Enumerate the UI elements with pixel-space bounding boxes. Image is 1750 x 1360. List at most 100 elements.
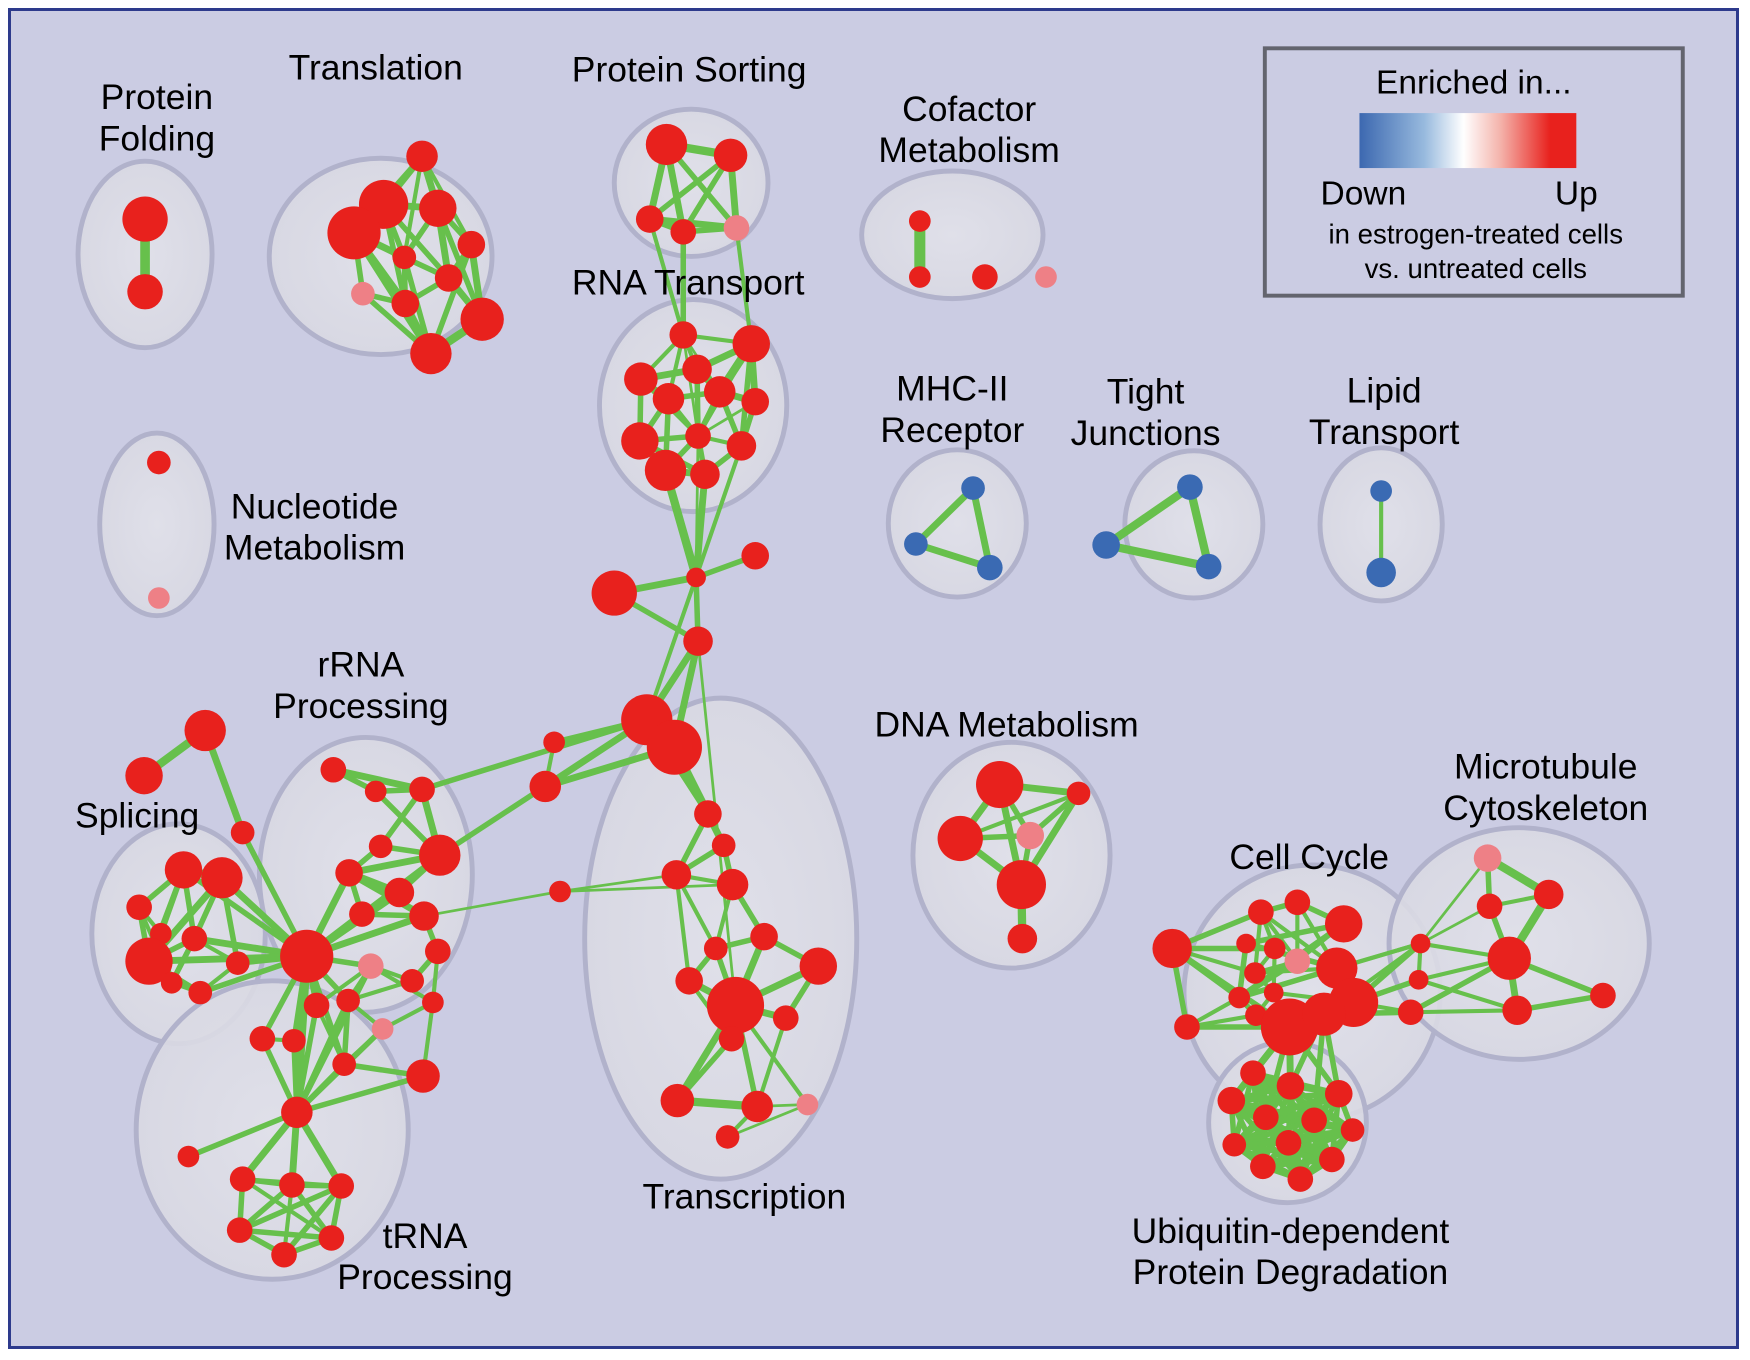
cluster-ellipse-cofactor-metabolism — [859, 168, 1046, 302]
network-node-red — [1174, 1014, 1200, 1040]
network-node-red — [125, 937, 173, 985]
cluster-label-cell-cycle: Cell Cycle — [1229, 837, 1389, 877]
network-node-red — [741, 387, 770, 416]
network-node-red — [741, 1090, 773, 1123]
cluster-label-tight-junctions: Tight — [1107, 372, 1185, 412]
network-edge — [294, 1073, 426, 1116]
network-node-red — [1590, 982, 1616, 1009]
network-node-red — [644, 449, 687, 492]
cluster-label-transcription: Transcription — [642, 1177, 846, 1217]
network-node-red — [281, 1096, 313, 1129]
network-edge — [647, 217, 686, 337]
cluster-label-ubiquitin-degradation: Ubiquitin-dependent — [1132, 1211, 1450, 1251]
network-node-red — [181, 925, 208, 952]
network-node-pink — [1035, 266, 1057, 288]
network-node-pink — [723, 215, 750, 241]
network-node-red — [1152, 928, 1192, 969]
network-node-red — [460, 297, 504, 341]
network-edge — [694, 434, 700, 579]
network-node-red — [669, 321, 698, 349]
network-node-red — [320, 757, 347, 783]
cluster-label-nucleotide-metabolism: Nucleotide — [231, 487, 399, 527]
network-node-red — [1275, 1130, 1302, 1156]
network-node-red — [1287, 1166, 1314, 1192]
network-node-red — [1222, 1132, 1247, 1157]
cluster-label-cofactor-metabolism: Cofactor — [902, 89, 1036, 129]
network-edge — [674, 872, 692, 983]
network-node-red — [772, 1005, 799, 1031]
network-node-red — [419, 834, 461, 876]
network-node-red — [1476, 893, 1503, 919]
cluster-label-tight-junctions: Junctions — [1071, 413, 1221, 453]
cluster-label-splicing: Splicing — [75, 796, 199, 836]
network-node-red — [282, 1028, 306, 1053]
cluster-label-trna-processing: Processing — [337, 1257, 513, 1297]
network-edge — [558, 883, 734, 893]
network-node-red — [249, 1025, 276, 1052]
network-node-red — [1263, 937, 1286, 960]
cluster-label-ubiquitin-degradation: Protein Degradation — [1133, 1252, 1449, 1292]
network-edge — [185, 1109, 300, 1160]
network-node-red — [1302, 992, 1346, 1036]
network-node-red — [972, 264, 998, 290]
network-edge — [969, 484, 994, 572]
network-node-red — [624, 362, 658, 396]
legend-caption-line1: in estrogen-treated cells — [1329, 219, 1623, 250]
network-edge — [734, 225, 754, 346]
network-node-pink — [796, 1093, 819, 1116]
cluster-label-nucleotide-metabolism: Metabolism — [224, 528, 405, 568]
cluster-label-protein-folding: Folding — [99, 118, 215, 158]
network-edge — [1101, 540, 1213, 571]
network-node-red — [621, 422, 659, 460]
network-node-red — [685, 423, 711, 449]
network-node-red — [937, 815, 983, 862]
network-node-blue — [904, 532, 928, 556]
network-node-red — [147, 450, 171, 475]
network-node-red — [1319, 1146, 1345, 1173]
network-node-red — [1228, 986, 1251, 1009]
network-node-pink — [1473, 844, 1502, 872]
network-node-red — [226, 1217, 253, 1243]
network-edge — [1101, 482, 1195, 550]
network-node-red — [1250, 1153, 1276, 1180]
network-node-red — [406, 140, 438, 172]
network-edge — [912, 484, 977, 548]
network-node-red — [750, 922, 778, 951]
cluster-label-mhc-ii-receptor: MHC-II — [896, 369, 1008, 409]
network-node-red — [1244, 962, 1266, 984]
network-node-pink — [371, 1018, 394, 1040]
cluster-label-lipid-transport: Lipid — [1347, 371, 1422, 411]
network-node-red — [327, 206, 381, 260]
legend-gradient-bar — [1359, 113, 1577, 169]
network-node-red — [184, 709, 226, 752]
network-node-red — [1502, 995, 1532, 1026]
network-node-red — [229, 1166, 256, 1192]
network-edge — [1185, 482, 1213, 571]
network-node-red — [332, 1052, 356, 1077]
network-node-red — [675, 967, 703, 995]
network-node-red — [391, 289, 420, 318]
network-edge — [558, 873, 678, 893]
network-node-red — [349, 901, 375, 927]
network-node-red — [160, 972, 183, 994]
network-edge — [294, 997, 351, 1116]
network-node-red — [543, 731, 565, 754]
network-node-red — [726, 431, 757, 461]
network-node-red — [908, 210, 931, 232]
network-node-red — [201, 857, 243, 899]
network-node-red — [690, 459, 720, 490]
network-node-blue — [1195, 553, 1222, 580]
network-node-blue — [1177, 474, 1203, 500]
network-node-red — [336, 988, 360, 1013]
network-node-red — [1253, 1104, 1279, 1131]
network-node-red — [425, 938, 451, 965]
network-node-red — [645, 123, 688, 166]
cluster-label-lipid-transport: Transport — [1309, 412, 1460, 452]
network-node-red — [715, 1125, 740, 1149]
network-edge — [329, 766, 426, 793]
network-node-red — [703, 376, 736, 408]
network-node-red — [409, 776, 435, 803]
network-edge — [726, 1103, 809, 1139]
network-node-pink — [148, 587, 170, 609]
